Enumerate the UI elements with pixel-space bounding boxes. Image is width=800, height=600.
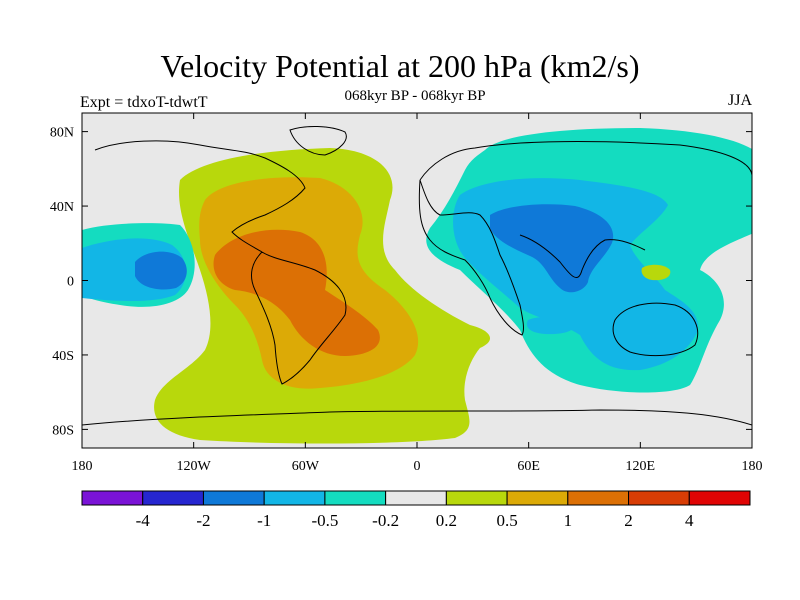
colorbar-swatch xyxy=(628,490,690,506)
colorbar-swatch xyxy=(324,490,387,506)
colorbar-swatch xyxy=(81,490,144,506)
lon-tick-label: 0 xyxy=(414,459,421,474)
colorbar-swatch xyxy=(567,490,630,506)
lon-tick-label: 180 xyxy=(742,459,763,474)
colorbar-label: -2 xyxy=(196,511,210,530)
contour-neg-0-5-south xyxy=(526,316,576,335)
colorbar: -4 -2 -1 -0.5 -0.2 0.2 0.5 1 2 4 xyxy=(81,490,751,530)
experiment-label: Expt = tdxoT-tdwtT xyxy=(80,94,208,111)
lon-tick-label: 120E xyxy=(626,459,656,474)
latitude-axis: 80N 40N 0 40S 80S xyxy=(50,126,752,438)
colorbar-label: 2 xyxy=(624,511,633,530)
lon-tick-label: 180 xyxy=(72,459,93,474)
lon-tick-label: 60W xyxy=(292,459,320,474)
contour-pos-patch-indonesia xyxy=(641,264,671,281)
contour-field xyxy=(82,113,752,448)
colorbar-swatch xyxy=(263,490,326,506)
coastlines xyxy=(82,126,752,426)
colorbar-swatch xyxy=(142,490,204,506)
colorbar-label: -0.5 xyxy=(311,511,338,530)
colorbar-label: -4 xyxy=(136,511,151,530)
lat-tick-label: 40N xyxy=(50,200,74,215)
colorbar-label: 1 xyxy=(564,511,573,530)
lat-tick-label: 40S xyxy=(52,349,74,364)
map-subtitle: 068kyr BP - 068kyr BP xyxy=(344,88,486,104)
lat-tick-label: 0 xyxy=(67,275,74,290)
colorbar-swatch xyxy=(688,490,751,506)
colorbar-label: 0.5 xyxy=(496,511,517,530)
lon-tick-label: 120W xyxy=(177,459,212,474)
colorbar-swatch xyxy=(445,490,508,506)
colorbar-label: -0.2 xyxy=(372,511,399,530)
colorbar-swatch xyxy=(506,490,569,506)
colorbar-label: 4 xyxy=(685,511,694,530)
colorbar-swatch xyxy=(385,490,447,506)
season-label: JJA xyxy=(727,92,752,109)
colorbar-label: 0.2 xyxy=(436,511,457,530)
colorbar-swatch xyxy=(202,490,265,506)
lat-tick-label: 80S xyxy=(52,423,74,438)
map-title: Velocity Potential at 200 hPa (km2/s) xyxy=(160,48,640,84)
lat-tick-label: 80N xyxy=(50,126,74,141)
colorbar-label: -1 xyxy=(257,511,271,530)
contour-neg-1-west xyxy=(135,251,187,290)
lon-tick-label: 60E xyxy=(517,459,540,474)
longitude-axis: 180 120W 60W 0 60E 120E 180 xyxy=(72,113,763,474)
